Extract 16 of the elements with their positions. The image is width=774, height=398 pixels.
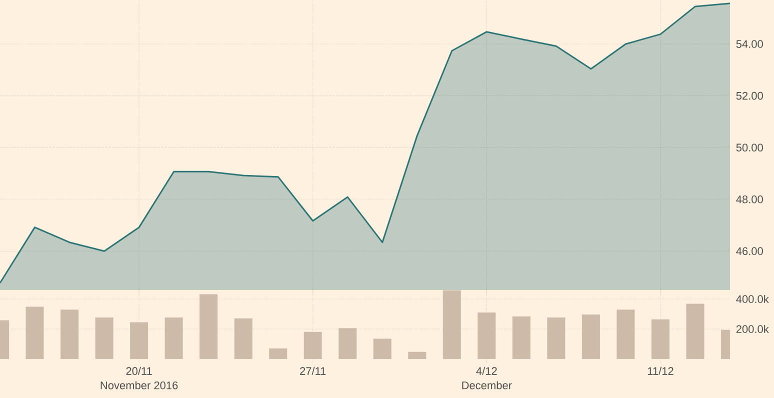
- text: November 2016: [100, 381, 178, 390]
- y-tick-label: 48.00: [736, 195, 763, 204]
- y-tick-label: 54.00: [736, 40, 763, 48]
- x-tick-label: 11/12: [648, 366, 674, 375]
- y-tick-label: 46.00: [736, 247, 763, 256]
- x-tick-label: 20/11: [126, 366, 152, 375]
- x-tick-label: 4/12: [476, 366, 497, 375]
- y-tick-label: 52.00: [736, 92, 763, 100]
- bar: [373, 338, 392, 359]
- x-tick-label: 27/11: [300, 366, 326, 375]
- y-tick-label: 50.00: [736, 144, 763, 152]
- bar: [408, 352, 426, 359]
- y-tick-label: 200.0k: [736, 324, 769, 334]
- bar: [269, 348, 288, 359]
- y-tick-label: 400.0k: [736, 294, 769, 304]
- text: December: [462, 381, 512, 390]
